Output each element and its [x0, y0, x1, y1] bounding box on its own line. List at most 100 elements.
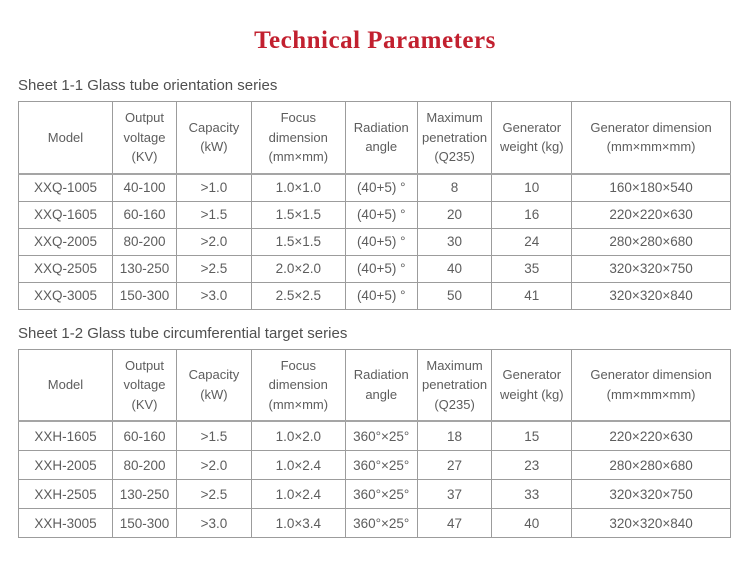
table-cell: (40+5) ° — [344, 173, 418, 202]
table-cell: 130-250 — [111, 254, 178, 283]
table-cell: (40+5) ° — [344, 281, 418, 310]
table-cell: 47 — [416, 508, 493, 538]
table-cell: 1.0×3.4 — [250, 508, 346, 538]
column-header: Output voltage (KV) — [111, 348, 178, 422]
table-cell: 280×280×680 — [571, 450, 731, 480]
table-cell: 320×320×750 — [571, 254, 731, 283]
table-cell: 360°×25° — [344, 479, 418, 509]
column-header: Maximum penetration (Q235) — [416, 348, 493, 422]
table-cell: (40+5) ° — [344, 227, 418, 256]
table-cell: >2.0 — [176, 450, 252, 480]
table-cell: 27 — [416, 450, 493, 480]
table-cell: XXH-1605 — [18, 420, 113, 451]
table-row: XXH-3005 150-300 >3.0 1.0×3.4 360°×25° 47 40 32… — [18, 508, 731, 538]
table-cell: 41 — [491, 281, 573, 310]
table-cell: >1.5 — [176, 200, 252, 229]
table-cell: >2.5 — [176, 479, 252, 509]
table-cell: 40 — [416, 254, 493, 283]
table-cell: 60-160 — [111, 420, 178, 451]
table-cell: XXH-3005 — [18, 508, 113, 538]
table-cell: >1.5 — [176, 420, 252, 451]
table-cell: 280×280×680 — [571, 227, 731, 256]
table-row: XXH-2005 80-200 >2.0 1.0×2.4 360°×25° 27 23 280… — [18, 450, 731, 480]
table-cell: XXH-2505 — [18, 479, 113, 509]
table-cell: 1.0×2.4 — [250, 479, 346, 509]
column-header: Generator weight (kg) — [491, 101, 573, 174]
table-cell: 2.0×2.0 — [250, 254, 346, 283]
table-cell: 8 — [416, 173, 493, 202]
table-cell: >3.0 — [176, 508, 252, 538]
table-cell: 33 — [491, 479, 573, 509]
table-cell: XXQ-2005 — [18, 227, 113, 256]
table-row: XXQ-3005 150-300 >3.0 2.5×2.5 (40+5) ° 50 41 32… — [18, 281, 731, 310]
table-cell: 220×220×630 — [571, 420, 731, 451]
table-cell: 150-300 — [111, 508, 178, 538]
table-cell: >1.0 — [176, 173, 252, 202]
column-header: Radiation angle — [344, 348, 418, 422]
table-cell: 360°×25° — [344, 450, 418, 480]
table-cell: 30 — [416, 227, 493, 256]
table-cell: 15 — [491, 420, 573, 451]
table-row: XXH-1605 60-160 >1.5 1.0×2.0 360°×25° 18 15 220… — [18, 420, 731, 451]
table-cell: 320×320×840 — [571, 281, 731, 310]
table-cell: 1.0×2.0 — [250, 420, 346, 451]
column-header: Capacity (kW) — [176, 348, 252, 422]
table-cell: >3.0 — [176, 281, 252, 310]
table-cell: 40-100 — [111, 173, 178, 202]
table-cell: 23 — [491, 450, 573, 480]
column-header: Maximum penetration (Q235) — [416, 101, 493, 174]
table-cell: >2.5 — [176, 254, 252, 283]
table-cell: 60-160 — [111, 200, 178, 229]
table-cell: 160×180×540 — [571, 173, 731, 202]
sheet-1-1-caption: Sheet 1-1 Glass tube orientation series — [18, 77, 278, 94]
table-cell: 320×320×840 — [571, 508, 731, 538]
table-cell: 20 — [416, 200, 493, 229]
table-cell: XXQ-3005 — [18, 281, 113, 310]
glass-tube-orientation-series-table: Model Output voltage (KV) Capacity (kW) Foc… — [18, 101, 731, 310]
column-header: Model — [18, 101, 113, 174]
table-row: XXH-2505 130-250 >2.5 1.0×2.4 360°×25° 37 33 32… — [18, 479, 731, 509]
table-cell: 18 — [416, 420, 493, 451]
column-header: Generator dimension (mm×mm×mm) — [571, 101, 731, 174]
page-title: Technical Parameters — [254, 27, 496, 54]
table-cell: XXQ-1605 — [18, 200, 113, 229]
table-cell: XXQ-1005 — [18, 173, 113, 202]
table-cell: 360°×25° — [344, 508, 418, 538]
table-cell: 37 — [416, 479, 493, 509]
table-cell: (40+5) ° — [344, 200, 418, 229]
table-cell: XXQ-2505 — [18, 254, 113, 283]
table-cell: 320×320×750 — [571, 479, 731, 509]
table-cell: 1.0×1.0 — [250, 173, 346, 202]
table-cell: 10 — [491, 173, 573, 202]
table-cell: XXH-2005 — [18, 450, 113, 480]
table-row: XXQ-1005 40-100 >1.0 1.0×1.0 (40+5) ° 8 10 160×… — [18, 173, 731, 202]
table-cell: 220×220×630 — [571, 200, 731, 229]
table-row: XXQ-1605 60-160 >1.5 1.5×1.5 (40+5) ° 20 16 220… — [18, 200, 731, 229]
table-cell: 360°×25° — [344, 420, 418, 451]
table-cell: 40 — [491, 508, 573, 538]
table-header-row: Model Output voltage (KV) Capacity (kW) Foc… — [18, 348, 731, 422]
table-cell: 35 — [491, 254, 573, 283]
table-cell: 24 — [491, 227, 573, 256]
table-cell: 130-250 — [111, 479, 178, 509]
table-cell: 16 — [491, 200, 573, 229]
table-row: XXQ-2505 130-250 >2.5 2.0×2.0 (40+5) ° 40 35 32… — [18, 254, 731, 283]
table-cell: (40+5) ° — [344, 254, 418, 283]
table-row: XXQ-2005 80-200 >2.0 1.5×1.5 (40+5) ° 30 24 280… — [18, 227, 731, 256]
column-header: Generator weight (kg) — [491, 348, 573, 422]
table-cell: 1.5×1.5 — [250, 227, 346, 256]
column-header: Focus dimension (mm×mm) — [250, 101, 346, 174]
table-cell: 1.0×2.4 — [250, 450, 346, 480]
column-header: Capacity (kW) — [176, 101, 252, 174]
glass-tube-circumferential-target-series-table: Model Output voltage (KV) Capacity (kW) Foc… — [18, 348, 731, 538]
table-cell: >2.0 — [176, 227, 252, 256]
table-cell: 2.5×2.5 — [250, 281, 346, 310]
column-header: Focus dimension (mm×mm) — [250, 348, 346, 422]
table-cell: 150-300 — [111, 281, 178, 310]
table-cell: 50 — [416, 281, 493, 310]
sheet-1-2-caption: Sheet 1-2 Glass tube circumferential tar… — [18, 324, 348, 342]
column-header: Output voltage (KV) — [111, 101, 178, 174]
table-cell: 80-200 — [111, 450, 178, 480]
column-header: Generator dimension (mm×mm×mm) — [571, 348, 731, 422]
table-cell: 80-200 — [111, 227, 178, 256]
